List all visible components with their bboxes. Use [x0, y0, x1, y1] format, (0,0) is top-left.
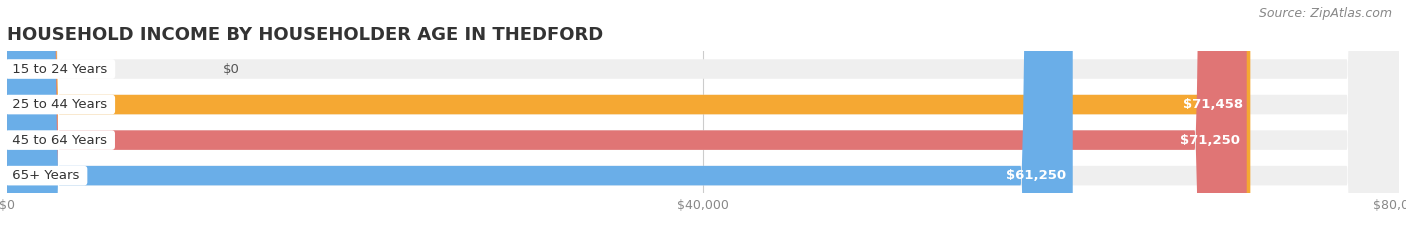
FancyBboxPatch shape: [7, 0, 1073, 233]
FancyBboxPatch shape: [7, 0, 1399, 233]
Text: $71,458: $71,458: [1184, 98, 1243, 111]
Text: $71,250: $71,250: [1180, 134, 1240, 147]
FancyBboxPatch shape: [7, 0, 1399, 233]
Text: 45 to 64 Years: 45 to 64 Years: [8, 134, 111, 147]
FancyBboxPatch shape: [7, 0, 1399, 233]
FancyBboxPatch shape: [7, 0, 1399, 233]
Text: 25 to 44 Years: 25 to 44 Years: [8, 98, 112, 111]
Text: $61,250: $61,250: [1005, 169, 1066, 182]
Text: $0: $0: [222, 62, 239, 75]
Text: 65+ Years: 65+ Years: [8, 169, 84, 182]
Text: 15 to 24 Years: 15 to 24 Years: [8, 62, 112, 75]
FancyBboxPatch shape: [7, 0, 1250, 233]
Text: HOUSEHOLD INCOME BY HOUSEHOLDER AGE IN THEDFORD: HOUSEHOLD INCOME BY HOUSEHOLDER AGE IN T…: [7, 26, 603, 44]
FancyBboxPatch shape: [7, 0, 1247, 233]
Text: Source: ZipAtlas.com: Source: ZipAtlas.com: [1258, 7, 1392, 20]
